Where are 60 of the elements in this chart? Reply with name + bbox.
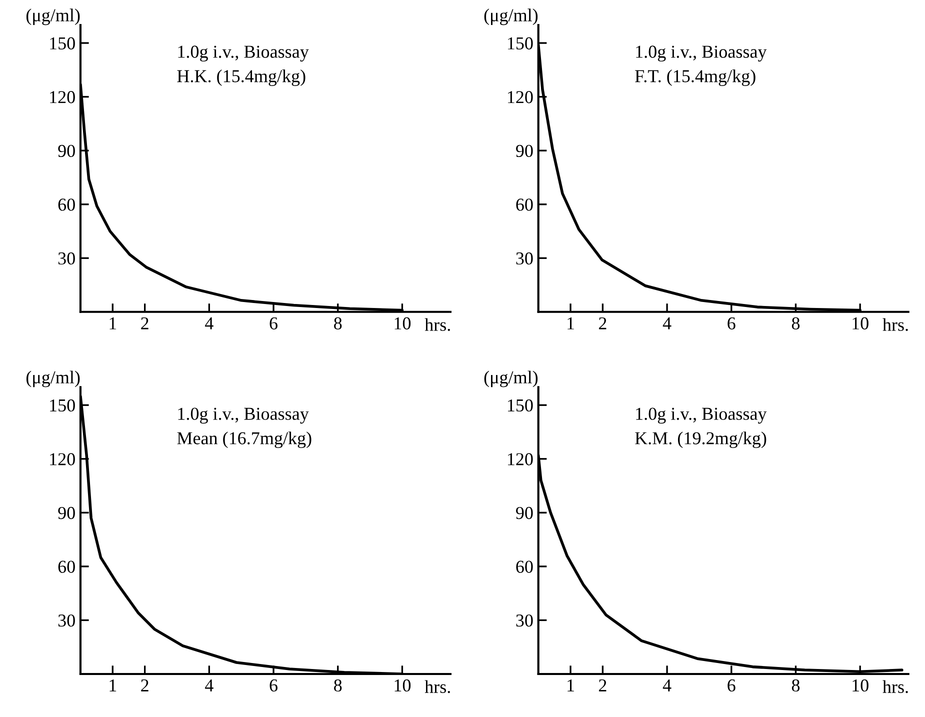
x-axis-title: hrs. [424, 680, 450, 694]
x-tick-label: 4 [662, 679, 672, 692]
annotation: 1.0g i.v., Bioassay [636, 46, 767, 62]
x-axis-title: hrs. [882, 318, 908, 331]
x-tick-label: 1 [110, 679, 116, 692]
x-tick-label: 6 [270, 679, 278, 692]
x-tick-label: 8 [792, 679, 800, 692]
annotation: Mean (16.7mg/kg) [177, 432, 312, 448]
x-tick-label: 6 [270, 317, 278, 330]
x-tick-label: 10 [394, 679, 411, 692]
y-tick-label: 90 [516, 506, 533, 520]
x-tick-label: 1 [568, 679, 574, 692]
y-tick-label: 30 [516, 614, 533, 627]
x-tick-label: 1 [568, 317, 574, 330]
y-tick-label: 120 [508, 453, 533, 466]
y-tick-label: 60 [516, 198, 533, 211]
x-tick-label: 10 [852, 317, 868, 330]
annotation: H.K. (15.4mg/kg) [177, 70, 306, 86]
x-tick-label: 4 [662, 317, 672, 330]
y-tick-label: 150 [50, 399, 75, 412]
y-tick-label: 30 [516, 252, 533, 265]
y-tick-label: 90 [58, 144, 75, 158]
y-tick-label: 90 [516, 144, 533, 158]
x-tick-label: 8 [334, 679, 342, 692]
y-tick-label: 120 [50, 91, 75, 104]
annotation: 1.0g i.v., Bioassay [178, 408, 309, 424]
annotation: F.T. (15.4mg/kg) [635, 70, 756, 86]
x-tick-label: 4 [205, 317, 214, 330]
y-tick-label: 150 [508, 37, 533, 50]
y-tick-label: 150 [508, 399, 533, 412]
x-tick-label: 6 [728, 317, 736, 330]
y-tick-label: 30 [58, 614, 75, 627]
y-tick-label: 60 [58, 560, 75, 573]
y-tick-label: 120 [508, 91, 533, 104]
x-tick-label: 8 [792, 317, 800, 330]
annotation: 1.0g i.v., Bioassay [636, 408, 767, 424]
x-axis-title: hrs. [424, 318, 450, 331]
x-tick-label: 4 [205, 679, 214, 692]
x-tick-label: 6 [728, 679, 736, 692]
annotation: 1.0g i.v., Bioassay [178, 46, 309, 62]
y-axis-title: (μg/ml) [26, 8, 80, 26]
annotation: K.M. (19.2mg/kg) [635, 432, 766, 448]
y-tick-label: 30 [58, 252, 75, 265]
x-tick-label: 2 [598, 679, 606, 692]
y-tick-label: 90 [58, 506, 75, 520]
x-tick-label: 10 [852, 679, 868, 692]
y-axis-title: (μg/ml) [484, 8, 538, 26]
x-tick-label: 2 [141, 679, 148, 692]
x-tick-label: 8 [334, 317, 342, 330]
x-tick-label: 2 [141, 317, 148, 330]
x-tick-label: 1 [110, 317, 116, 330]
y-tick-label: 60 [58, 198, 75, 211]
y-axis-title: (μg/ml) [484, 370, 538, 388]
y-axis-title: (μg/ml) [26, 370, 80, 388]
y-tick-label: 150 [50, 37, 75, 50]
x-tick-label: 2 [598, 317, 606, 330]
x-tick-label: 10 [394, 317, 411, 330]
y-tick-label: 60 [516, 560, 533, 573]
y-tick-label: 120 [50, 453, 75, 466]
x-axis-title: hrs. [882, 680, 908, 694]
